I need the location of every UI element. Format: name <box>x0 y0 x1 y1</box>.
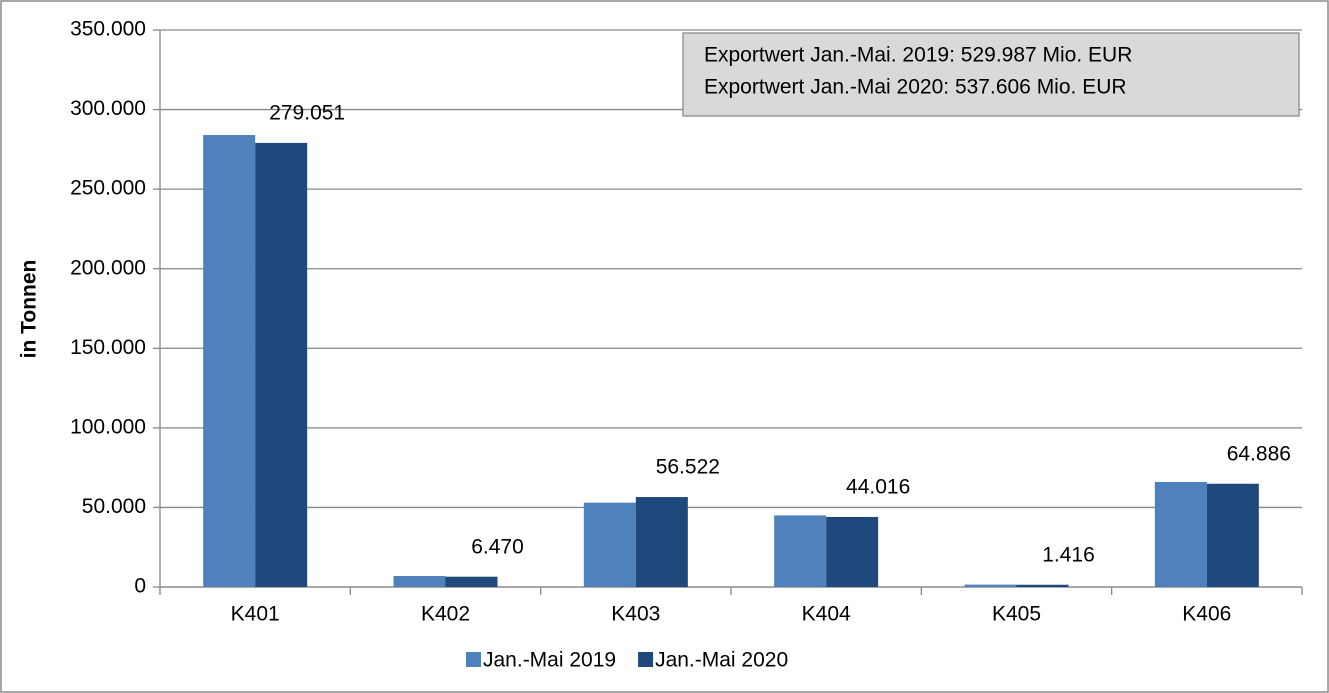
y-axis-label: in Tonnen <box>18 260 41 359</box>
legend-label: Jan.-Mai 2019 <box>483 649 616 672</box>
x-tick-label: K402 <box>421 603 470 626</box>
x-tick-label: K403 <box>611 603 660 626</box>
legend-swatch <box>638 652 654 667</box>
annotation-text: Exportwert Jan.-Mai. 2019: 529.987 Mio. … <box>704 44 1132 67</box>
legend-swatch <box>466 652 481 667</box>
bar <box>583 502 636 587</box>
bar <box>203 135 256 587</box>
x-tick-label: K401 <box>231 603 280 626</box>
bar <box>1016 584 1069 587</box>
bar <box>635 497 688 587</box>
x-tick-label: K404 <box>802 603 851 626</box>
y-tick-label: 100.000 <box>70 415 146 438</box>
y-tick-label: 50.000 <box>82 495 146 518</box>
value-label: 44.016 <box>846 475 910 498</box>
x-tick-label: K406 <box>1182 603 1231 626</box>
y-tick-label: 250.000 <box>70 177 146 200</box>
value-label: 279.051 <box>269 101 345 124</box>
bar <box>1206 483 1259 587</box>
y-tick-label: 150.000 <box>70 336 146 359</box>
y-tick-label: 0 <box>134 575 146 598</box>
value-label: 6.470 <box>471 535 524 558</box>
bar <box>826 516 879 587</box>
value-label: 56.522 <box>656 456 720 479</box>
y-tick-label: 300.000 <box>70 97 146 120</box>
value-label: 64.886 <box>1227 442 1291 465</box>
legend-label: Jan.-Mai 2020 <box>655 649 788 672</box>
annotation-text: Exportwert Jan.-Mai 2020: 537.606 Mio. E… <box>704 76 1127 99</box>
bar <box>445 576 498 587</box>
bar <box>1154 481 1207 587</box>
bar <box>964 584 1017 587</box>
bar <box>774 515 827 587</box>
value-label: 1.416 <box>1042 543 1095 566</box>
x-tick-label: K405 <box>992 603 1041 626</box>
y-tick-label: 350.000 <box>70 18 146 41</box>
bar <box>255 142 308 587</box>
annotation-box <box>682 32 1300 117</box>
bar <box>393 576 446 587</box>
y-tick-label: 200.000 <box>70 256 146 279</box>
